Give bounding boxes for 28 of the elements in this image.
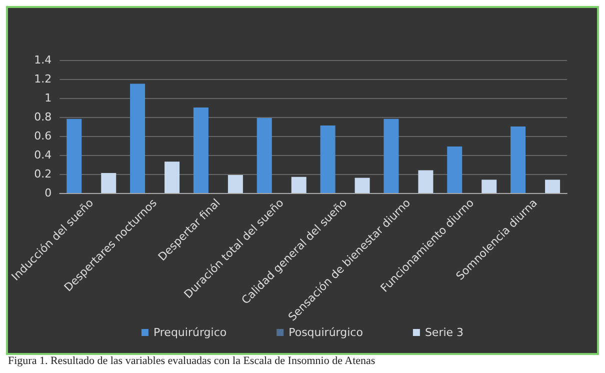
bar — [66, 118, 82, 193]
text: Figura 1. Resultado de las variables evaluadas con la Escala de Insomnio de Atenas — [8, 355, 376, 367]
bar — [418, 170, 434, 193]
bar — [193, 108, 208, 193]
bar — [447, 146, 462, 193]
y-tick-label: 0.2 — [34, 168, 52, 180]
bar — [228, 174, 243, 193]
bar — [130, 84, 146, 193]
bar — [256, 118, 272, 193]
bar — [320, 126, 336, 193]
y-tick-label: 1.2 — [34, 72, 52, 86]
y-tick-label: 1.4 — [34, 54, 52, 66]
y-tick-label: 0.6 — [34, 130, 52, 142]
bar — [510, 126, 526, 193]
y-tick-label: 0.4 — [34, 148, 52, 162]
bar — [384, 118, 399, 193]
legend-label: Prequirúrgico — [153, 326, 227, 339]
y-tick-label: 0.8 — [34, 110, 52, 124]
y-tick-label: 1 — [44, 92, 52, 104]
bar — [164, 162, 180, 193]
y-tick-label: 0 — [44, 186, 52, 200]
bar — [482, 180, 497, 193]
bar — [354, 178, 370, 193]
bar — [101, 173, 116, 193]
legend-label: Serie 3 — [424, 326, 464, 339]
bar — [545, 180, 560, 193]
bar — [291, 176, 306, 193]
legend-label: Posquirúrgico — [288, 326, 364, 339]
